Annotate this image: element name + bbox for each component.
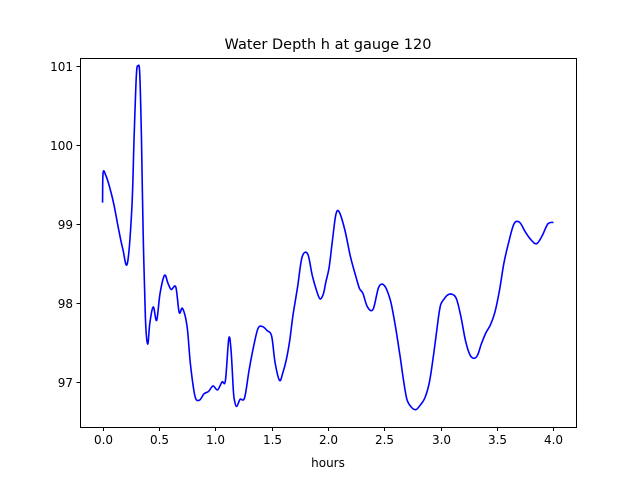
x-tick-label: 0.5	[150, 433, 169, 447]
y-axis-ticks: 97 98 99 100 101	[50, 60, 81, 390]
water-depth-series-line	[101, 64, 554, 411]
x-tick-label: 3.0	[432, 433, 451, 447]
chart-title: Water Depth h at gauge 120	[225, 37, 432, 53]
x-tick-label: 3.5	[488, 433, 507, 447]
y-tick-label: 100	[50, 139, 73, 153]
x-axis-ticks: 0.0 0.5 1.0 1.5 2.0 2.5 3.0 3.5 4.0	[94, 427, 563, 447]
plot-area-frame	[80, 58, 577, 428]
y-tick-label: 97	[58, 376, 73, 390]
y-tick-label: 98	[58, 297, 73, 311]
x-tick-label: 1.0	[206, 433, 225, 447]
x-tick-label: 2.0	[319, 433, 338, 447]
x-tick-label: 2.5	[375, 433, 394, 447]
y-tick-label: 101	[50, 60, 73, 74]
series-group	[101, 64, 554, 411]
x-tick-label: 0.0	[94, 433, 113, 447]
x-axis-label: hours	[311, 456, 345, 470]
x-tick-label: 4.0	[544, 433, 563, 447]
y-tick-label: 99	[58, 218, 73, 232]
x-tick-label: 1.5	[263, 433, 282, 447]
